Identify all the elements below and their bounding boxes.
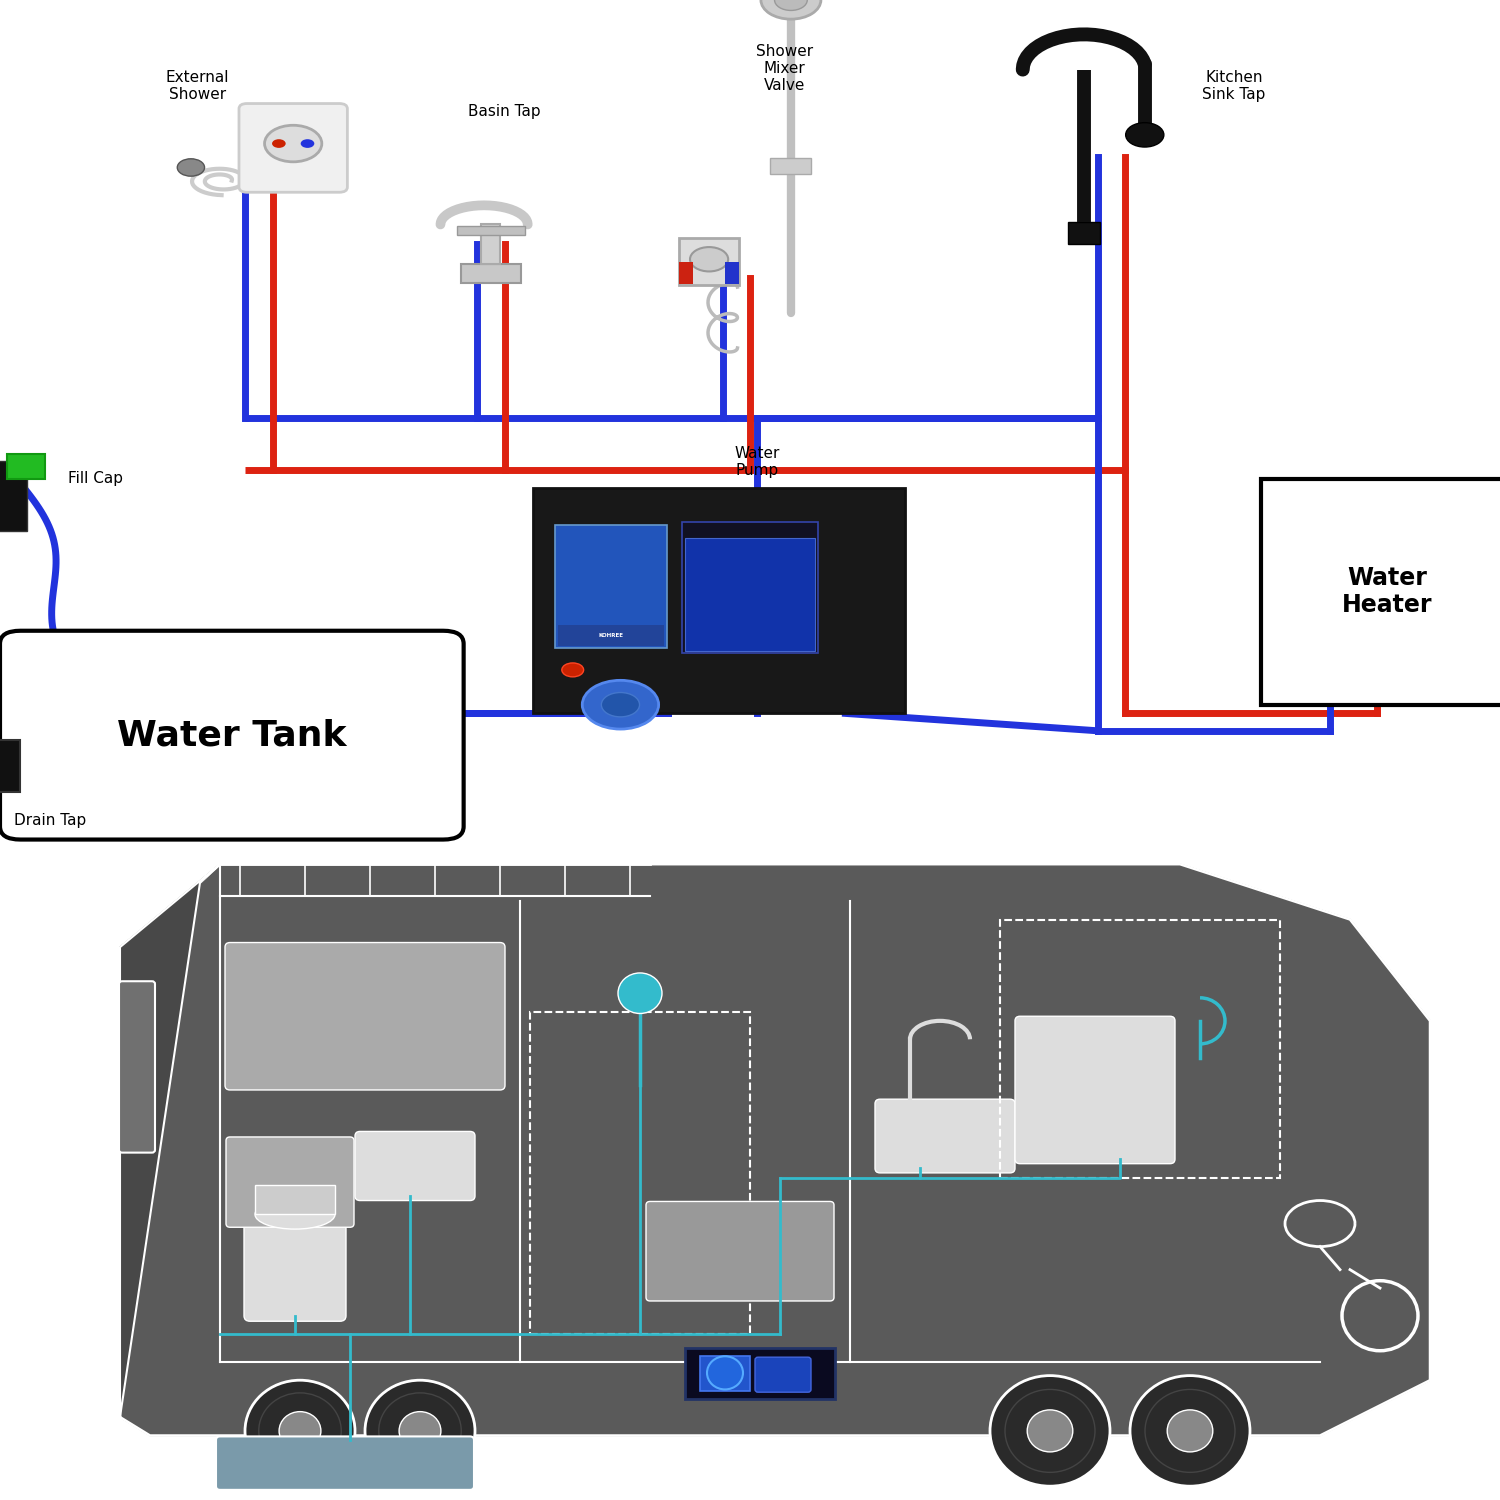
Circle shape [364,1380,476,1482]
Bar [255,1185,334,1215]
Circle shape [562,663,584,676]
Text: Kitchen
Sink Tap: Kitchen Sink Tap [1203,69,1266,102]
Bar [482,225,501,264]
FancyBboxPatch shape [874,1100,1016,1173]
Text: Basin Tap: Basin Tap [468,105,542,120]
Polygon shape [120,864,220,1418]
Circle shape [582,681,658,729]
Circle shape [774,0,807,10]
Text: Water
Pump: Water Pump [734,446,780,478]
Text: Water Tank: Water Tank [117,718,346,752]
Text: External
Shower: External Shower [166,69,230,102]
Bar [682,522,818,652]
FancyBboxPatch shape [226,1137,354,1227]
Text: KOHREE: KOHREE [598,633,624,638]
Bar [0,740,21,792]
Bar [1068,222,1101,243]
Text: Water
Heater: Water Heater [1342,566,1432,618]
Circle shape [690,248,728,272]
Circle shape [272,140,285,148]
Text: Fill Cap: Fill Cap [68,471,123,486]
Bar [458,226,525,236]
FancyBboxPatch shape [532,488,906,712]
Bar [555,525,668,648]
Bar [726,262,740,284]
FancyBboxPatch shape [1016,1017,1174,1164]
Circle shape [300,140,315,148]
Bar [680,262,693,284]
Circle shape [1130,1376,1250,1486]
Text: Drain Tap: Drain Tap [13,813,86,828]
FancyBboxPatch shape [118,981,154,1152]
Bar [460,264,520,282]
Circle shape [177,159,204,176]
FancyBboxPatch shape [1262,478,1500,705]
FancyBboxPatch shape [238,104,348,192]
Circle shape [264,126,322,162]
Circle shape [399,1412,441,1450]
FancyBboxPatch shape [646,1202,834,1300]
Bar [8,454,45,478]
FancyBboxPatch shape [216,1437,474,1490]
Ellipse shape [255,1200,334,1228]
Circle shape [706,1356,742,1389]
Bar [686,1348,836,1398]
Circle shape [602,693,639,717]
Bar [1000,920,1280,1178]
FancyBboxPatch shape [225,942,506,1090]
Circle shape [1167,1410,1214,1452]
Polygon shape [120,864,1430,1436]
Circle shape [990,1376,1110,1486]
Bar [680,237,740,285]
Circle shape [279,1412,321,1450]
Bar [558,624,664,646]
Bar [700,1356,750,1392]
Text: Shower
Mixer
Valve: Shower Mixer Valve [756,44,813,93]
Bar [530,1011,750,1334]
FancyBboxPatch shape [244,1209,346,1322]
Bar [684,537,816,651]
FancyBboxPatch shape [356,1131,476,1200]
FancyBboxPatch shape [754,1358,812,1392]
Circle shape [1028,1410,1072,1452]
Circle shape [1125,123,1164,147]
Circle shape [244,1380,356,1482]
Circle shape [760,0,820,20]
Bar [0,460,27,531]
FancyBboxPatch shape [0,630,464,840]
Circle shape [618,974,662,1014]
Bar [771,159,812,174]
